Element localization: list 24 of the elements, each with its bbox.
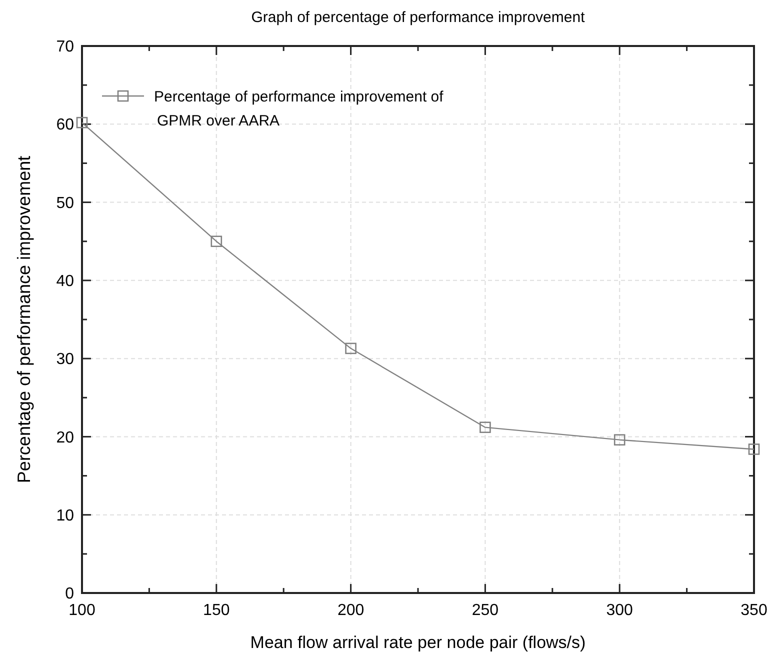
point: [345, 342, 356, 354]
y-tick-label: 0: [65, 586, 74, 603]
y-tick-label: 40: [56, 273, 74, 290]
x-tick-label: 300: [606, 602, 634, 619]
point: [614, 434, 626, 446]
x-tick-label: 350: [740, 602, 768, 619]
point: [748, 444, 760, 455]
point: [210, 236, 222, 248]
y-tick-label: 70: [56, 38, 74, 56]
y-tick-label: 10: [56, 507, 74, 524]
x-tick-label: 250: [472, 602, 499, 619]
legend-label: Percentage of performance improvement of GPMR over AARA: [154, 88, 444, 130]
x-tick-label: 200: [337, 602, 364, 619]
x-tick-label: 100: [68, 602, 96, 619]
point: [480, 422, 491, 433]
y-tick-label: 50: [56, 194, 74, 212]
chart-title: Graph of percentage of performance improvement: [251, 9, 586, 26]
x-axis-title: Mean flow arrival rate per node pair (flows/s): [250, 633, 586, 652]
y-axis-title: Percentage of performance improvement: [14, 156, 34, 484]
y-tick-label: 20: [56, 429, 74, 446]
y-tick-label: 60: [56, 116, 74, 134]
x-tick-label: 150: [203, 602, 230, 619]
point: [76, 116, 88, 128]
y-tick-label: 30: [56, 351, 74, 368]
